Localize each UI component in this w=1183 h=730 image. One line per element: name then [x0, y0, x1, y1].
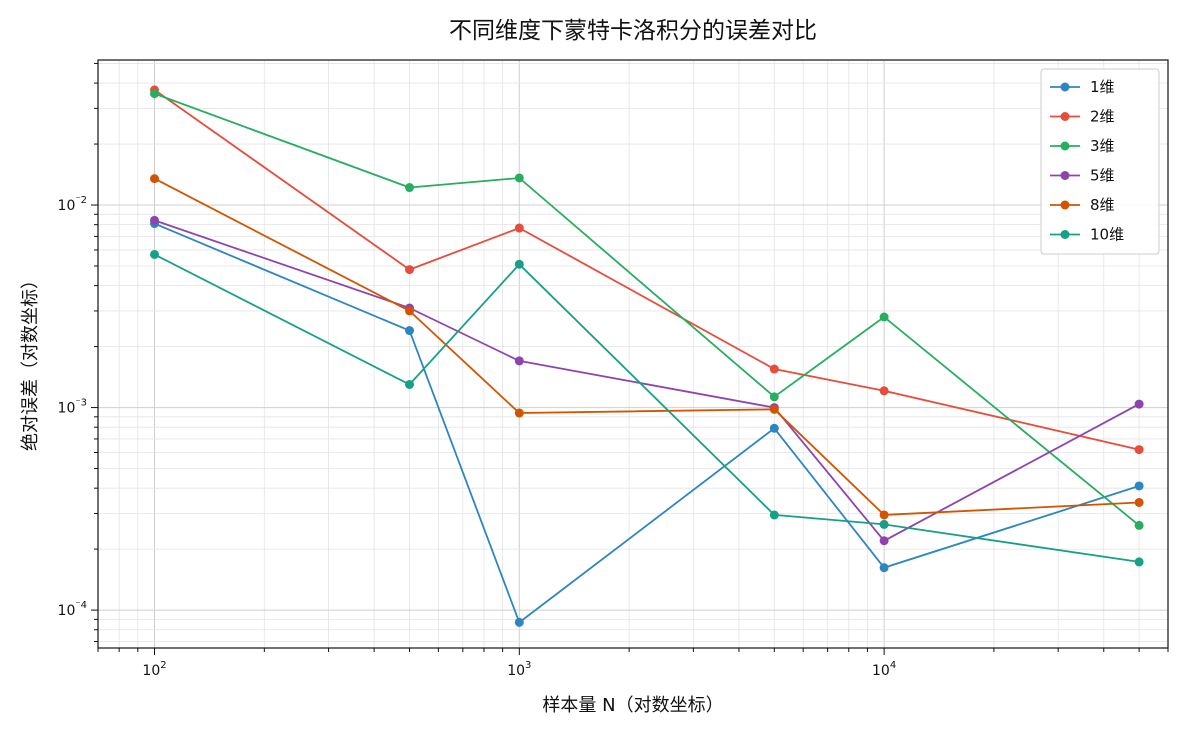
legend-label: 10维 [1090, 226, 1124, 244]
x-tick-label: 102 [142, 660, 166, 679]
legend-label: 5维 [1090, 167, 1115, 185]
series-layer [150, 85, 1144, 627]
data-point [1134, 497, 1144, 507]
data-point [150, 174, 160, 184]
legend-swatch-marker [1060, 200, 1070, 210]
data-point [879, 563, 889, 573]
data-point [769, 404, 779, 414]
data-point [879, 510, 889, 520]
series-line [154, 253, 1140, 563]
data-point [404, 379, 414, 389]
series-3维 [150, 89, 1144, 530]
data-point [1134, 481, 1144, 491]
data-point [514, 356, 524, 366]
legend-swatch-marker [1060, 230, 1070, 239]
data-point [769, 392, 779, 402]
legend-label: 2维 [1090, 108, 1115, 126]
data-point [1134, 445, 1144, 455]
data-point [879, 312, 889, 322]
data-point [404, 326, 414, 336]
chart-title: 不同维度下蒙特卡洛积分的误差对比 [449, 18, 817, 44]
data-point [514, 223, 524, 233]
y-axis-label: 绝对误差（对数坐标） [20, 271, 41, 451]
legend-swatch-marker [1060, 141, 1070, 151]
series-8维 [150, 174, 1144, 520]
data-point [404, 265, 414, 275]
legend-label: 3维 [1090, 137, 1115, 155]
data-point [769, 423, 779, 433]
data-point [404, 306, 414, 316]
axes-layer: 102 103 104 10⁻2 10⁻3 10⁻4 [58, 59, 1169, 679]
plot-frame [97, 59, 1169, 649]
x-axis-label: 样本量 N（对数坐标） [542, 695, 723, 716]
series-1维 [150, 219, 1144, 627]
series-line [154, 222, 1140, 624]
series-line [153, 89, 1140, 451]
data-point [879, 386, 889, 396]
data-point [404, 183, 414, 193]
legend-label: 1维 [1090, 78, 1115, 96]
x-tick-label: 104 [872, 660, 896, 679]
data-point [879, 536, 889, 546]
data-point [150, 215, 160, 225]
data-point [514, 617, 524, 627]
x-tick-label: 103 [507, 660, 531, 679]
data-point [1134, 557, 1144, 567]
data-point [514, 259, 524, 269]
legend-swatch-marker [1060, 112, 1070, 121]
series-10维 [150, 249, 1144, 567]
y-tick-label: 10⁻4 [58, 600, 87, 619]
data-point [150, 249, 160, 259]
data-point [1134, 399, 1144, 409]
legend-label: 8维 [1090, 196, 1115, 214]
y-tick-label: 10⁻3 [58, 398, 87, 417]
data-point [514, 408, 524, 418]
data-point [769, 510, 779, 520]
legend-swatch-marker [1060, 82, 1070, 92]
legend: 1维 2维 3维 5维 8维 10维 [1040, 68, 1160, 255]
y-tick-label: 10⁻2 [58, 195, 87, 214]
data-point [150, 89, 160, 99]
grid-layer [97, 60, 1169, 648]
data-point [769, 364, 779, 374]
series-line [154, 219, 1140, 542]
data-point [879, 519, 889, 529]
data-point [1134, 520, 1144, 530]
series-line [154, 92, 1140, 527]
series-5维 [150, 215, 1144, 546]
series-line [154, 177, 1140, 516]
legend-swatch-marker [1060, 171, 1070, 180]
data-point [514, 173, 524, 183]
legend-box [1040, 68, 1160, 255]
